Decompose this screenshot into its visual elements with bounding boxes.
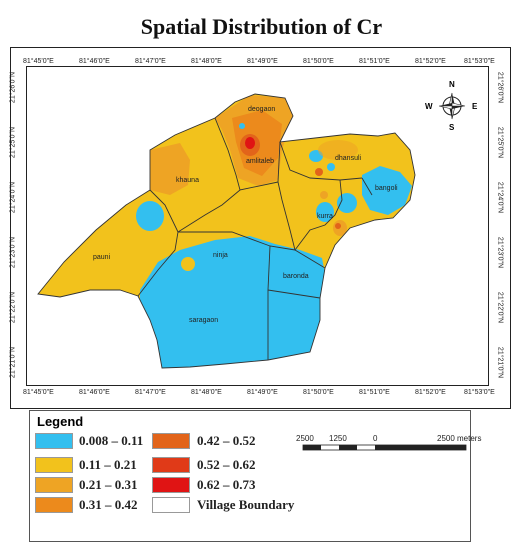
lon-tick-bottom: 81°49'0"E xyxy=(247,389,278,396)
legend-label: 0.42 – 0.52 xyxy=(197,433,256,448)
legend-swatch xyxy=(35,457,73,473)
lon-tick-bottom: 81°47'0"E xyxy=(135,389,166,396)
village-label: kurra xyxy=(317,213,333,220)
north-arrow-icon xyxy=(438,92,466,120)
lon-tick-bottom: 81°46'0"E xyxy=(79,389,110,396)
scale-label: 2500 xyxy=(296,434,314,443)
lon-tick-top: 81°51'0"E xyxy=(359,58,390,65)
legend-label: 0.11 – 0.21 xyxy=(79,457,137,472)
legend-label: 0.31 – 0.42 xyxy=(79,497,138,512)
legend-label: 0.21 – 0.31 xyxy=(79,477,138,492)
legend-title: Legend xyxy=(37,414,84,429)
scale-label: 2500 meters xyxy=(437,434,482,443)
lon-tick-bottom: 81°52'0"E xyxy=(415,389,446,396)
map-title: Spatial Distribution of Cr xyxy=(140,14,383,39)
legend-swatch xyxy=(152,497,190,513)
legend-label: 0.008 – 0.11 xyxy=(79,433,144,448)
village-label: bangoli xyxy=(375,185,398,192)
legend-label: Village Boundary xyxy=(197,497,295,512)
lon-tick-top: 81°48'0"E xyxy=(191,58,222,65)
lon-tick-top: 81°47'0"E xyxy=(135,58,166,65)
compass-w: W xyxy=(425,102,433,111)
legend-label: 0.62 – 0.73 xyxy=(197,477,256,492)
legend-label: 0.52 – 0.62 xyxy=(197,457,256,472)
legend-swatch xyxy=(152,433,190,449)
scale-label: 1250 xyxy=(329,434,347,443)
village-label: saragaon xyxy=(189,317,219,324)
village-label: deogaon xyxy=(248,106,276,113)
legend-swatch xyxy=(35,433,73,449)
village-label: ninja xyxy=(213,252,228,259)
map-outer-frame xyxy=(10,47,511,409)
lon-tick-bottom: 81°51'0"E xyxy=(359,389,390,396)
lon-tick-bottom: 81°48'0"E xyxy=(191,389,222,396)
lon-tick-top: 81°45'0"E xyxy=(23,58,54,65)
lon-tick-top: 81°50'0"E xyxy=(303,58,334,65)
lon-tick-bottom: 81°50'0"E xyxy=(303,389,334,396)
legend-swatch xyxy=(152,477,190,493)
legend-box xyxy=(29,410,471,542)
village-label: baronda xyxy=(283,273,309,280)
cr-concentration-surface xyxy=(38,94,415,368)
lon-tick-bottom: 81°45'0"E xyxy=(23,389,54,396)
compass-e: E xyxy=(472,102,478,111)
compass-s: S xyxy=(449,123,455,132)
scale-label: 0 xyxy=(373,434,378,443)
lon-tick-bottom: 81°53'0"E xyxy=(464,389,495,396)
village-label: pauni xyxy=(93,254,111,261)
lon-tick-top: 81°46'0"E xyxy=(79,58,110,65)
village-label: amlitaleb xyxy=(246,158,275,165)
legend-swatch xyxy=(152,457,190,473)
village-label: khauna xyxy=(176,177,199,184)
compass-n: N xyxy=(449,80,455,89)
lon-tick-top: 81°53'0"E xyxy=(464,58,495,65)
legend-swatch xyxy=(35,477,73,493)
village-label: dhansuli xyxy=(335,155,362,162)
scale-bar xyxy=(302,444,467,451)
village-boundaries xyxy=(37,93,416,369)
lon-tick-top: 81°52'0"E xyxy=(415,58,446,65)
lon-tick-top: 81°49'0"E xyxy=(247,58,278,65)
legend-swatch xyxy=(35,497,73,513)
